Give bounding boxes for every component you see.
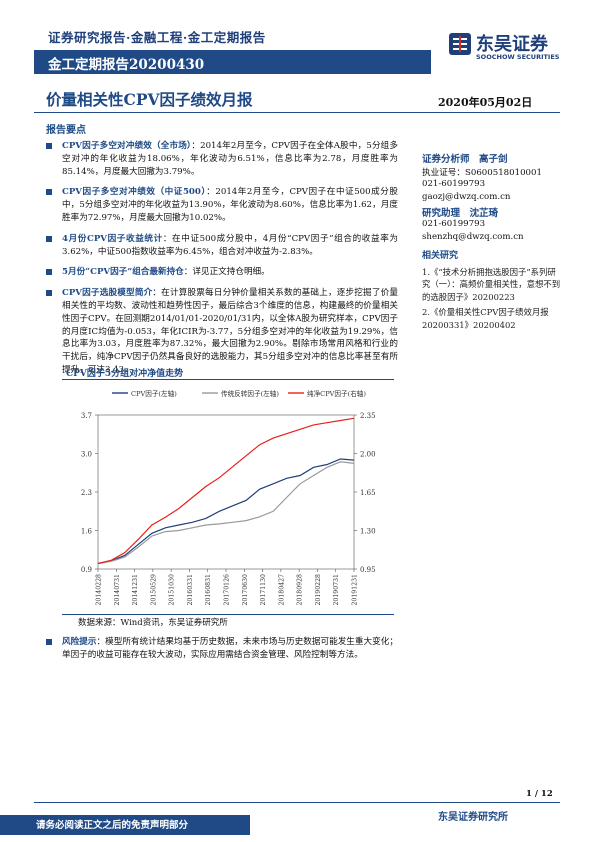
x-tick-label: 20170126 — [224, 574, 231, 606]
key-point-item: CPV因子多空对冲绩效（全市场）：2014年2月至今，CPV因子在全体A股中，5… — [46, 140, 398, 178]
footer-divider — [34, 802, 560, 803]
series-line-1 — [97, 461, 355, 565]
header-report-type: 金工定期报告20200430 — [48, 57, 205, 73]
bullet-square-icon — [46, 235, 52, 242]
y-right-tick-label: 1.65 — [360, 489, 376, 497]
analyst-1-email[interactable]: gaozj@dwzq.com.cn — [422, 192, 511, 202]
logo-english-name: SOOCHOW SECURITIES — [476, 53, 560, 61]
key-point-item: 5月份“CPV因子”组合最新持仓：详见正文持仓明细。 — [46, 266, 398, 279]
key-point-head: CPV因子多空对冲绩效（全市场） — [62, 141, 192, 151]
bullet-square-icon — [46, 143, 52, 149]
brand-logo: 东吴证券 SOOCHOW SECURITIES — [448, 30, 560, 64]
analyst-1-title: 证券分析师 高子剑 — [422, 154, 508, 165]
x-tick-label: 20140731 — [114, 574, 121, 606]
logo-chinese-name: 东吴证券 — [476, 34, 548, 55]
legend-label-0: CPV因子(左轴) — [131, 389, 177, 398]
title-divider — [34, 112, 560, 113]
y-left-tick-label: 0.9 — [81, 566, 92, 574]
key-point-text: ：2014年2月至今，CPV因子在中证500成分股中，5分组多空对冲的年化收益为… — [62, 187, 398, 223]
x-tick-label: 20141231 — [132, 574, 139, 606]
x-tick-label: 20190228 — [315, 574, 322, 606]
analyst-2-title: 研究助理 沈芷琦 — [422, 208, 499, 219]
related-research-item[interactable]: 1.《“技术分析拥抱选股因子”系列研究（一）：高频价量相关性，意想不到的选股因子… — [422, 267, 561, 302]
y-left-tick-label: 3.0 — [81, 451, 92, 459]
x-tick-label: 20170630 — [242, 574, 249, 606]
page-number: 1 / 12 — [526, 789, 553, 799]
chart-top-rule — [62, 379, 394, 380]
series-line-2 — [97, 417, 355, 565]
legend-label-2: 纯净CPV因子(右轴) — [307, 389, 366, 398]
header-report-type-bar — [34, 50, 431, 74]
footer-disclaimer: 请务必阅读正文之后的免责声明部分 — [36, 820, 189, 831]
x-tick-label: 20160831 — [205, 574, 212, 606]
key-point-item: 4月份CPV因子收益统计：在中证500成分股中，4月份“CPV因子”组合的收益率… — [46, 233, 398, 259]
header-category-line: 证券研究报告·金融工程·金工定期报告 — [48, 30, 266, 45]
bullet-square-icon — [46, 269, 52, 276]
y-left-tick-label: 1.6 — [81, 528, 93, 536]
analyst-2-phone: 021-60199793 — [422, 219, 486, 229]
series-line-0 — [97, 458, 355, 565]
y-right-tick-label: 2.35 — [360, 412, 376, 420]
x-tick-label: 20191231 — [352, 574, 359, 606]
key-point-text: ：在计算股票每日分钟价量相关系数的基础上，逐步挖掘了价量相关性的平均数、波动性和… — [62, 288, 398, 375]
x-tick-label: 20150529 — [150, 574, 157, 606]
x-tick-label: 20180928 — [297, 574, 304, 606]
key-point-head: 4月份CPV因子收益统计 — [62, 233, 163, 244]
logo-mark-icon — [449, 33, 471, 55]
y-right-tick-label: 1.30 — [360, 528, 376, 536]
x-tick-label: 20190731 — [333, 574, 340, 606]
risk-text: ：模型所有统计结果均基于历史数据，未来市场与历史数据可能发生重大变化；单因子的收… — [62, 637, 398, 660]
related-research-item[interactable]: 2.《价量相关性CPV因子绩效月报20200331》20200402 — [422, 307, 549, 330]
related-research-list: 1.《“技术分析拥抱选股因子”系列研究（一）：高频价量相关性，意想不到的选股因子… — [422, 266, 564, 331]
key-point-text: ：在中证500成分股中，4月份“CPV因子”组合的收益率为3.62%，中证500… — [62, 233, 398, 257]
key-point-head: CPV因子选股模型简介 — [62, 288, 153, 299]
bullet-square-icon — [46, 639, 52, 645]
key-points-list: CPV因子多空对冲绩效（全市场）：2014年2月至今，CPV因子在全体A股中，5… — [46, 140, 398, 385]
y-left-tick-label: 3.7 — [81, 412, 92, 420]
analyst-2-email[interactable]: shenzhq@dwzq.com.cn — [422, 232, 524, 242]
bullet-square-icon — [46, 290, 52, 297]
footer-disclaimer-bar — [0, 815, 250, 835]
key-point-head: 5月份“CPV因子”组合最新持仓 — [62, 267, 184, 278]
key-point-text: ：详见正文持仓明细。 — [183, 267, 270, 278]
related-research-heading: 相关研究 — [422, 251, 459, 261]
report-date: 2020年05月02日 — [438, 96, 533, 109]
report-title: 价量相关性CPV因子绩效月报 — [46, 90, 253, 109]
x-tick-label: 20140228 — [96, 574, 103, 606]
risk-head: 风险提示 — [62, 637, 97, 647]
risk-item: 风险提示：模型所有统计结果均基于历史数据，未来市场与历史数据可能发生重大变化；单… — [46, 636, 398, 662]
x-tick-label: 20160331 — [187, 574, 194, 606]
y-right-tick-label: 0.95 — [360, 566, 376, 574]
x-tick-label: 20180427 — [278, 574, 285, 606]
nav-line-chart: 0.9 1.6 2.3 3.0 3.7 0.95 1.30 1.65 2.00 2.35 20140… — [81, 389, 376, 606]
analyst-1-cert: 执业证号：S0600518010001 — [422, 168, 542, 178]
key-point-item: CPV因子多空对冲绩效（中证500）：2014年2月至今，CPV因子在中证500… — [46, 186, 398, 224]
legend-label-1: 传统反转因子(左轴) — [221, 389, 279, 398]
chart-bottom-rule — [62, 614, 394, 615]
risk-warning: 风险提示：模型所有统计结果均基于历史数据，未来市场与历史数据可能发生重大变化；单… — [46, 636, 398, 670]
key-point-text: ：2014年2月至今，CPV因子在全体A股中，5分组多空对冲的年化收益为18.0… — [62, 141, 399, 177]
key-point-item: CPV因子选股模型简介：在计算股票每日分钟价量相关系数的基础上，逐步挖掘了价量相… — [46, 287, 398, 377]
y-right-tick-label: 2.00 — [360, 451, 376, 459]
x-tick-label: 20171130 — [260, 574, 267, 606]
section-heading: 报告要点 — [46, 125, 86, 136]
bullet-square-icon — [46, 189, 52, 196]
y-left-tick-label: 2.3 — [81, 489, 92, 497]
analyst-1-phone: 021-60199793 — [422, 179, 486, 189]
footer-org: 东吴证券研究所 — [438, 812, 508, 823]
chart-title: CPV因子5分组对冲净值走势 — [66, 369, 184, 379]
data-source: 数据来源：Wind资讯，东吴证券研究所 — [78, 618, 228, 628]
key-point-head: CPV因子多空对冲绩效（中证500） — [62, 187, 207, 198]
x-tick-label: 20151030 — [169, 574, 176, 606]
